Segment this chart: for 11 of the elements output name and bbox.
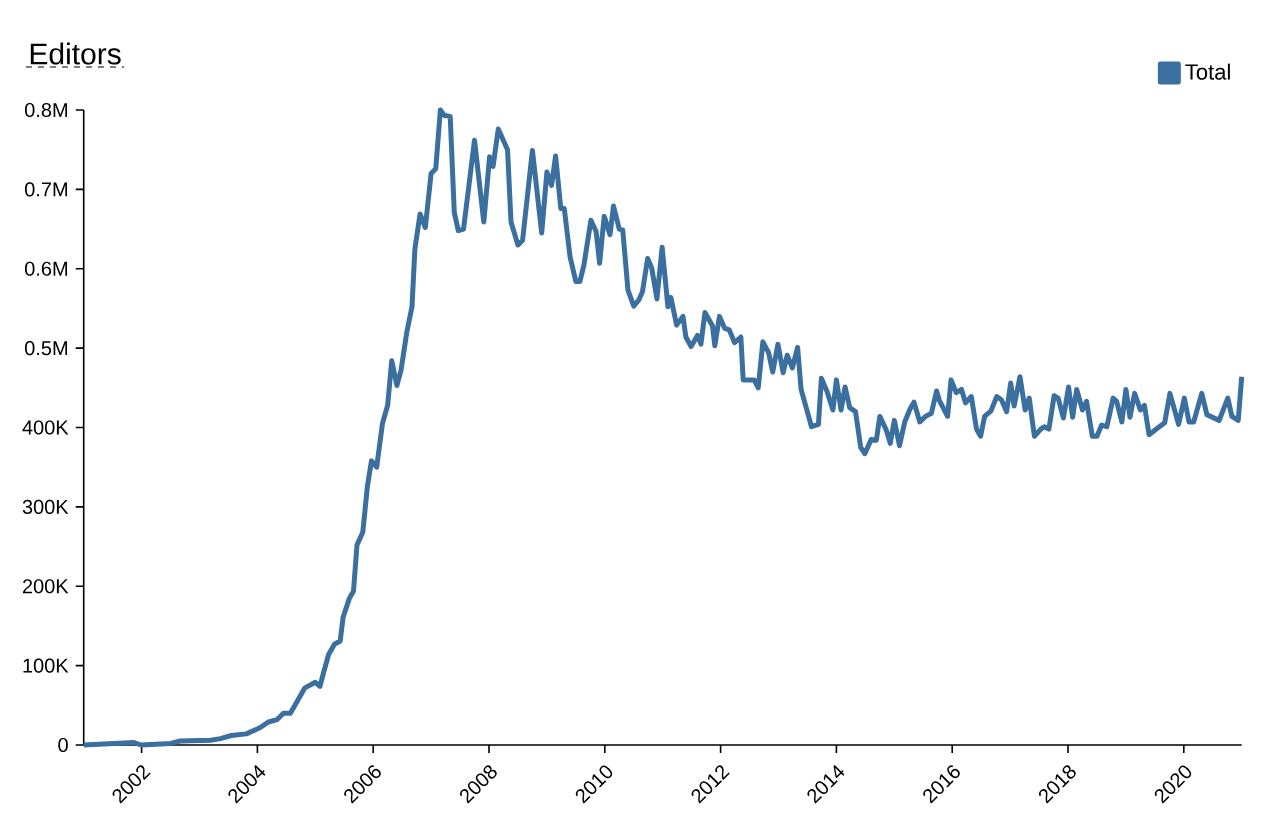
y-tick-label: 200K xyxy=(22,579,69,594)
y-tick-label: 400K xyxy=(22,420,69,435)
y-tick-label: 0.7M xyxy=(24,182,68,197)
y-tick-label: 100K xyxy=(23,658,69,673)
y-tick-label: 300K xyxy=(22,499,69,514)
y-tick-label: 0 xyxy=(58,737,68,753)
legend-label: Total xyxy=(1185,63,1230,80)
y-tick-label: 0.5M xyxy=(24,341,68,356)
chart-title: Editors xyxy=(30,42,121,65)
y-tick-label: 0.6M xyxy=(24,261,68,276)
y-tick-label: 0.8M xyxy=(24,102,68,118)
